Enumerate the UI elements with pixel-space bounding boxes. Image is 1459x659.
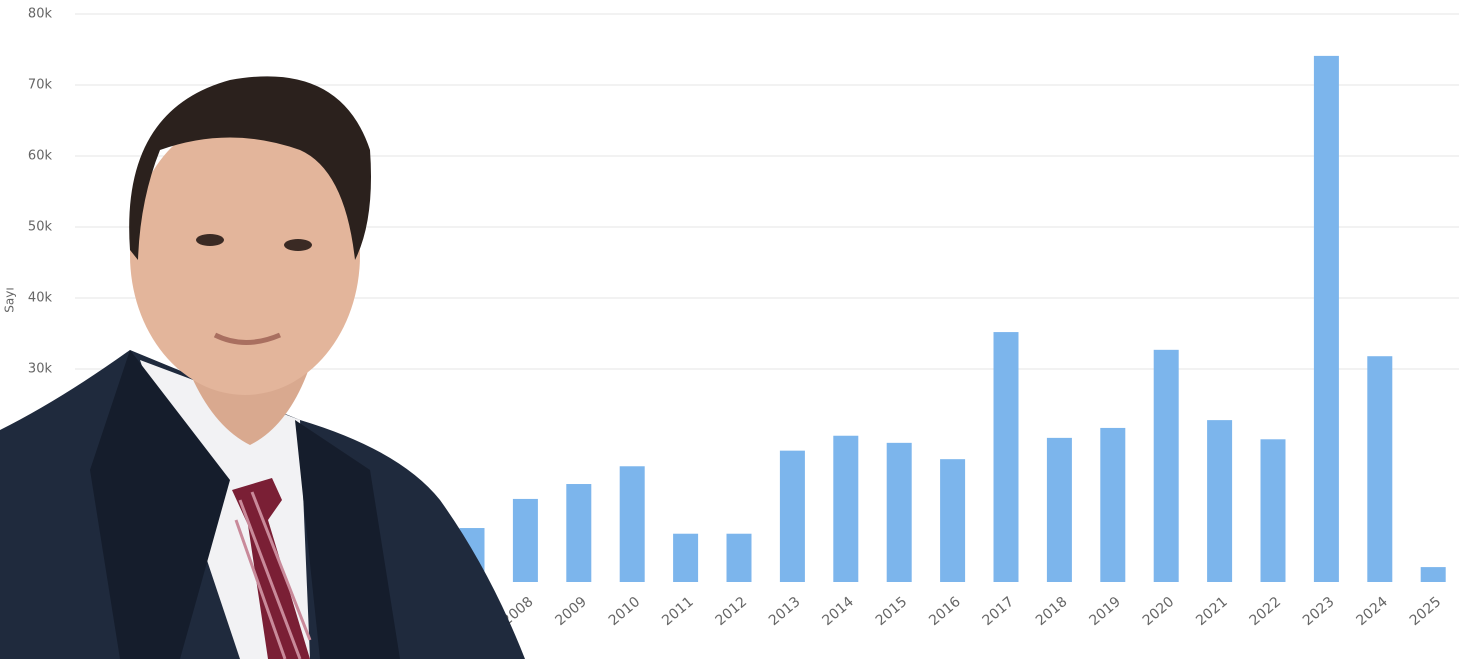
bar bbox=[1420, 567, 1446, 582]
eye-left bbox=[196, 234, 224, 246]
y-tick-label: 50k bbox=[28, 220, 53, 235]
x-tick-label: 2020 bbox=[1140, 594, 1178, 629]
bar bbox=[1046, 437, 1072, 582]
face bbox=[130, 115, 360, 395]
bar bbox=[673, 533, 699, 582]
bar bbox=[566, 484, 592, 582]
bar bbox=[619, 466, 645, 582]
bar bbox=[886, 442, 912, 582]
bar bbox=[1367, 356, 1393, 582]
lapel-right bbox=[295, 420, 400, 659]
x-tick-label: 2009 bbox=[552, 594, 590, 629]
bar bbox=[940, 459, 966, 582]
x-tick-label: 2010 bbox=[606, 594, 644, 629]
x-tick-label: 2016 bbox=[926, 594, 964, 629]
eye-right bbox=[284, 239, 312, 251]
x-tick-label: 2022 bbox=[1247, 594, 1285, 629]
x-tick-label: 2019 bbox=[1086, 594, 1124, 629]
bar bbox=[833, 435, 859, 582]
x-tick-label: 2014 bbox=[819, 594, 857, 629]
y-tick-label: 70k bbox=[28, 78, 53, 93]
bar bbox=[779, 450, 805, 582]
portrait-photo bbox=[0, 76, 525, 659]
bar bbox=[726, 533, 752, 582]
bar bbox=[1260, 439, 1286, 582]
y-axis-label: Sayı bbox=[3, 287, 17, 312]
x-tick-label: 2013 bbox=[766, 594, 804, 629]
x-tick-label: 2023 bbox=[1300, 594, 1338, 629]
x-tick-label: 2011 bbox=[659, 594, 697, 629]
tie bbox=[232, 478, 310, 659]
x-tick-label: 2015 bbox=[873, 594, 911, 629]
y-tick-label: 60k bbox=[28, 149, 53, 164]
x-tick-label: 2025 bbox=[1407, 594, 1445, 629]
x-tick-label: 2018 bbox=[1033, 594, 1071, 629]
bar bbox=[1313, 55, 1339, 582]
x-tick-label: 2024 bbox=[1353, 594, 1391, 629]
bar bbox=[1153, 349, 1179, 582]
bar bbox=[1207, 420, 1233, 582]
hair bbox=[129, 76, 371, 260]
bar bbox=[512, 498, 538, 582]
y-tick-label: 40k bbox=[28, 291, 53, 306]
bar bbox=[993, 332, 1019, 582]
y-tick-label: 30k bbox=[28, 362, 53, 377]
mouth bbox=[213, 332, 281, 345]
bar bbox=[1100, 427, 1126, 582]
x-tick-label: 2017 bbox=[980, 594, 1018, 629]
lapel-left bbox=[90, 350, 230, 659]
x-tick-label: 2021 bbox=[1193, 594, 1231, 629]
y-tick-label: 80k bbox=[28, 7, 53, 22]
x-tick-label: 2012 bbox=[713, 594, 751, 629]
tie-stripes bbox=[234, 491, 312, 659]
